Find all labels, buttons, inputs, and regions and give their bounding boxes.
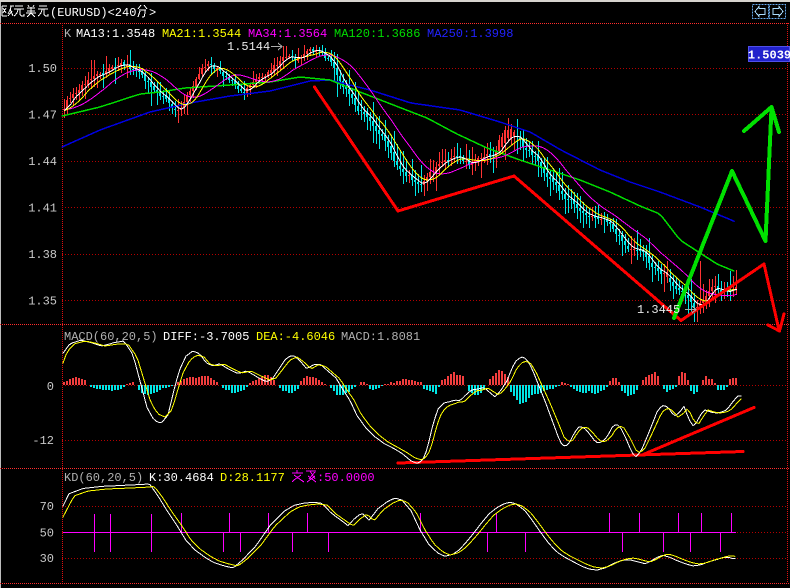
svg-text:MACD:1.8081: MACD:1.8081 [341, 330, 420, 344]
svg-text:50: 50 [40, 527, 54, 541]
svg-text:D:28.1177: D:28.1177 [220, 471, 285, 485]
svg-text:0: 0 [47, 380, 54, 394]
svg-text:1.5039: 1.5039 [748, 49, 790, 63]
svg-text:>: > [149, 6, 156, 20]
svg-text:MA250:1.3998: MA250:1.3998 [427, 27, 513, 41]
svg-text:1.38: 1.38 [28, 248, 57, 262]
svg-text:MA21:1.3544: MA21:1.3544 [162, 27, 241, 41]
svg-text:K: K [64, 27, 72, 41]
svg-text:MA13:1.3548: MA13:1.3548 [76, 27, 155, 41]
svg-text:DIFF:-3.7005: DIFF:-3.7005 [163, 330, 249, 344]
svg-text:-12: -12 [32, 434, 54, 448]
svg-text:1.50: 1.50 [28, 62, 57, 76]
svg-text:KD(60,20,5): KD(60,20,5) [64, 471, 143, 485]
svg-text:1.47: 1.47 [28, 109, 57, 123]
svg-text::50.0000: :50.0000 [317, 471, 375, 485]
svg-text:MACD(60,20,5): MACD(60,20,5) [64, 330, 158, 344]
svg-text:DEA:-4.6046: DEA:-4.6046 [256, 330, 335, 344]
svg-text:MA120:1.3686: MA120:1.3686 [334, 27, 420, 41]
svg-text:1.41: 1.41 [28, 202, 57, 216]
svg-text:1.5144: 1.5144 [227, 40, 270, 54]
svg-text:K:30.4684: K:30.4684 [149, 471, 214, 485]
svg-text:1.44: 1.44 [28, 155, 57, 169]
svg-text:30: 30 [40, 552, 54, 566]
svg-text:MA34:1.3564: MA34:1.3564 [248, 27, 327, 41]
svg-text:(EURUSD)<240: (EURUSD)<240 [50, 6, 136, 20]
svg-text:1.3445: 1.3445 [637, 303, 680, 317]
svg-text:70: 70 [40, 500, 54, 514]
svg-text:1.35: 1.35 [28, 295, 57, 309]
